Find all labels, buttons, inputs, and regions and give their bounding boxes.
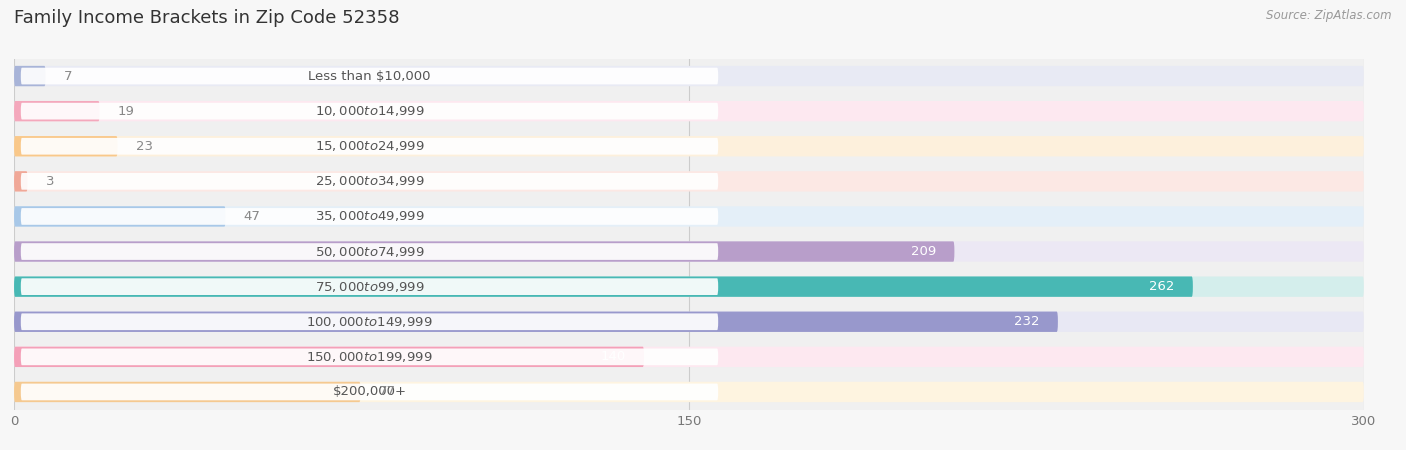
FancyBboxPatch shape: [14, 199, 1364, 234]
Text: 19: 19: [118, 105, 135, 117]
Text: Less than $10,000: Less than $10,000: [308, 70, 430, 82]
Text: $15,000 to $24,999: $15,000 to $24,999: [315, 139, 425, 153]
FancyBboxPatch shape: [21, 278, 718, 295]
FancyBboxPatch shape: [14, 374, 1364, 410]
FancyBboxPatch shape: [21, 138, 718, 155]
FancyBboxPatch shape: [14, 206, 225, 227]
FancyBboxPatch shape: [14, 276, 1364, 297]
FancyBboxPatch shape: [14, 382, 360, 402]
FancyBboxPatch shape: [14, 129, 1364, 164]
FancyBboxPatch shape: [14, 101, 100, 122]
FancyBboxPatch shape: [14, 136, 118, 157]
Text: 209: 209: [911, 245, 936, 258]
FancyBboxPatch shape: [21, 383, 718, 400]
FancyBboxPatch shape: [14, 382, 1364, 402]
FancyBboxPatch shape: [14, 171, 28, 192]
FancyBboxPatch shape: [14, 304, 1364, 339]
Text: $25,000 to $34,999: $25,000 to $34,999: [315, 174, 425, 189]
Text: 3: 3: [45, 175, 53, 188]
FancyBboxPatch shape: [21, 243, 718, 260]
FancyBboxPatch shape: [14, 66, 45, 86]
FancyBboxPatch shape: [14, 206, 1364, 227]
FancyBboxPatch shape: [14, 269, 1364, 304]
Text: $150,000 to $199,999: $150,000 to $199,999: [307, 350, 433, 364]
Text: $35,000 to $49,999: $35,000 to $49,999: [315, 209, 425, 224]
Text: 262: 262: [1150, 280, 1175, 293]
FancyBboxPatch shape: [14, 171, 1364, 192]
FancyBboxPatch shape: [14, 94, 1364, 129]
FancyBboxPatch shape: [14, 346, 1364, 367]
Text: $50,000 to $74,999: $50,000 to $74,999: [315, 244, 425, 259]
FancyBboxPatch shape: [14, 339, 1364, 374]
Text: 77: 77: [378, 386, 395, 398]
FancyBboxPatch shape: [14, 164, 1364, 199]
Text: $100,000 to $149,999: $100,000 to $149,999: [307, 315, 433, 329]
FancyBboxPatch shape: [14, 311, 1057, 332]
Text: $75,000 to $99,999: $75,000 to $99,999: [315, 279, 425, 294]
Text: 232: 232: [1014, 315, 1040, 328]
FancyBboxPatch shape: [14, 346, 644, 367]
FancyBboxPatch shape: [14, 311, 1364, 332]
Text: Source: ZipAtlas.com: Source: ZipAtlas.com: [1267, 9, 1392, 22]
Text: 23: 23: [135, 140, 152, 153]
FancyBboxPatch shape: [14, 66, 1364, 86]
FancyBboxPatch shape: [21, 348, 718, 365]
FancyBboxPatch shape: [14, 101, 1364, 122]
FancyBboxPatch shape: [14, 241, 955, 262]
FancyBboxPatch shape: [21, 208, 718, 225]
Text: $200,000+: $200,000+: [332, 386, 406, 398]
FancyBboxPatch shape: [14, 58, 1364, 94]
Text: 47: 47: [243, 210, 260, 223]
Text: 140: 140: [600, 351, 626, 363]
FancyBboxPatch shape: [21, 173, 718, 190]
Text: Family Income Brackets in Zip Code 52358: Family Income Brackets in Zip Code 52358: [14, 9, 399, 27]
FancyBboxPatch shape: [14, 276, 1192, 297]
FancyBboxPatch shape: [14, 136, 1364, 157]
Text: 7: 7: [63, 70, 72, 82]
FancyBboxPatch shape: [14, 241, 1364, 262]
FancyBboxPatch shape: [21, 103, 718, 120]
FancyBboxPatch shape: [21, 68, 718, 85]
FancyBboxPatch shape: [21, 313, 718, 330]
FancyBboxPatch shape: [14, 234, 1364, 269]
Text: $10,000 to $14,999: $10,000 to $14,999: [315, 104, 425, 118]
